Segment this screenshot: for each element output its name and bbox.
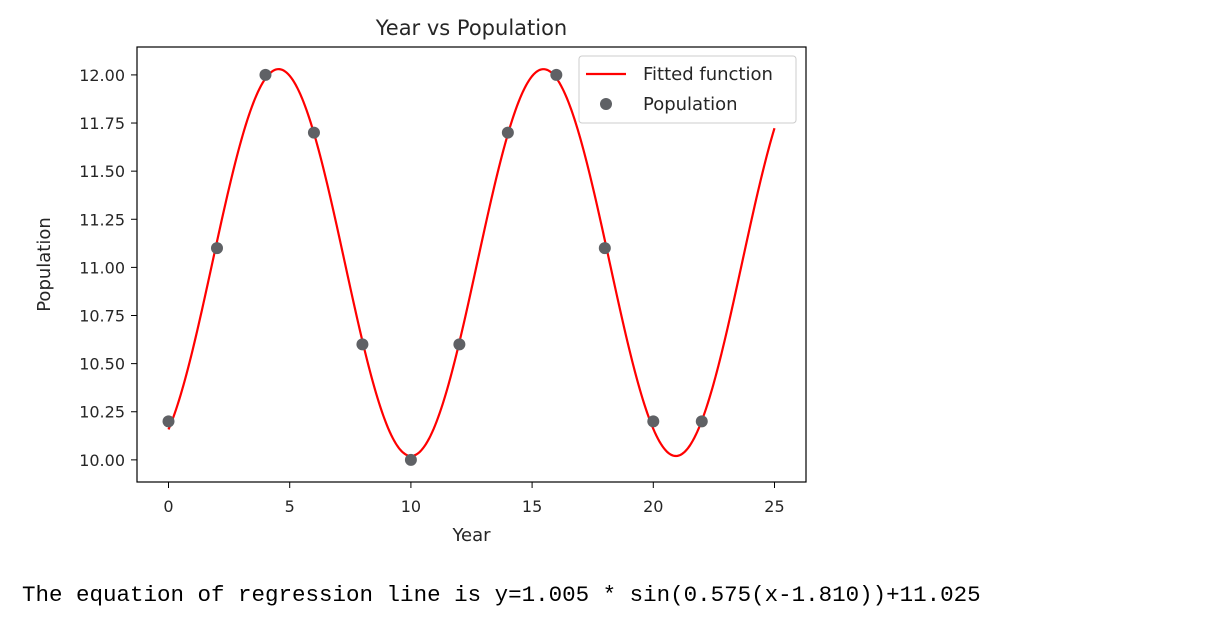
y-tick-label: 11.25: [79, 210, 125, 229]
population-point: [647, 415, 660, 428]
y-tick-label: 10.75: [79, 307, 125, 326]
legend: Fitted function Population: [578, 55, 797, 124]
population-point: [162, 415, 175, 428]
plot-area-frame: [136, 46, 807, 483]
x-tick-label: 15: [522, 497, 542, 516]
x-tick-label: 25: [764, 497, 784, 516]
y-tick-label: 12.00: [79, 66, 125, 85]
population-point: [356, 338, 369, 351]
population-point: [695, 415, 708, 428]
chart-title: Year vs Population: [375, 16, 568, 40]
series-layer: [162, 68, 776, 466]
y-tick-label: 11.75: [79, 114, 125, 133]
x-tick-label: 0: [163, 497, 173, 516]
y-axis-title: Population: [34, 217, 55, 312]
population-point: [259, 68, 272, 81]
y-tick-label: 11.50: [79, 162, 125, 181]
chart: Year vs Population Year Population 0 5 10 1…: [34, 16, 807, 546]
population-point: [404, 453, 417, 466]
population-point: [550, 68, 563, 81]
population-point: [598, 242, 611, 255]
legend-label-population: Population: [643, 94, 738, 115]
legend-label-fitted-function: Fitted function: [643, 64, 773, 85]
y-tick-label: 10.25: [79, 403, 125, 422]
x-axis-title: Year: [451, 525, 491, 546]
regression-equation-text: The equation of regression line is y=1.0…: [22, 582, 981, 608]
population-point: [453, 338, 466, 351]
fitted-function-line: [167, 68, 776, 458]
population-point: [210, 242, 223, 255]
y-tick-label: 10.50: [79, 355, 125, 374]
y-tick-label: 10.00: [79, 451, 125, 470]
y-tick-label: 11.00: [79, 258, 125, 277]
x-tick-label: 5: [285, 497, 295, 516]
population-point: [307, 126, 320, 139]
x-tick-label: 10: [401, 497, 421, 516]
legend-marker-swatch: [600, 98, 612, 110]
legend-box: [578, 55, 797, 124]
x-tick-label: 20: [643, 497, 663, 516]
population-point: [501, 126, 514, 139]
x-axis-ticks: 0 5 10 15 20 25: [163, 482, 785, 516]
y-axis-ticks: 10.00 10.25 10.50 10.75 11.00 11.25 11.50 11.75…: [79, 66, 137, 470]
